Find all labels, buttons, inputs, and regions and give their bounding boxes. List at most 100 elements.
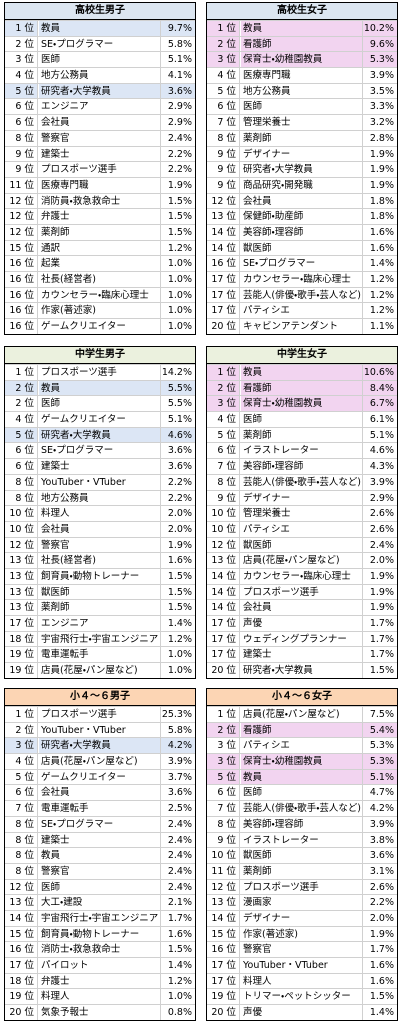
name-cell: 医療専門職 bbox=[241, 68, 363, 83]
table-row: 9 位商品研究・開発職 1.9% bbox=[207, 176, 397, 193]
name-cell: 教員 bbox=[241, 769, 363, 785]
name-text: YouTuber・VTuber bbox=[41, 724, 126, 736]
name-cell: パイロット bbox=[39, 958, 161, 973]
table-row: 17 位芸能人(俳優・歌手・芸人など) 1.2% bbox=[207, 286, 397, 303]
table-row: 16 位カウンセラー・臨床心理士 1.0% bbox=[5, 286, 195, 303]
percent-cell: 1.5% bbox=[160, 568, 195, 584]
name-cell: イラストレーター bbox=[241, 443, 363, 458]
percent-cell: 2.1% bbox=[160, 895, 195, 910]
name-cell: 獣医師 bbox=[241, 538, 363, 553]
rank-cell: 8 位 bbox=[5, 130, 38, 146]
name-cell: 教員 bbox=[241, 21, 363, 36]
name-text: 料理人 bbox=[41, 508, 70, 520]
name-text: 教員 bbox=[243, 23, 263, 34]
table-row: 15 位飼育員・動物トレーナー 1.6% bbox=[5, 925, 195, 942]
percent-cell: 2.8% bbox=[362, 130, 397, 146]
percent-cell: 1.5% bbox=[160, 942, 195, 957]
percent-cell: 10.2% bbox=[362, 21, 397, 36]
table-row: 13 位薬剤師 1.5% bbox=[5, 599, 195, 615]
rank-cell: 16 位 bbox=[5, 287, 38, 303]
table-row: 17 位パイロット 1.4% bbox=[5, 957, 195, 973]
name-cell: 会社員 bbox=[39, 785, 161, 800]
name-cell: 芸能人(俳優・歌手・芸人など) bbox=[241, 288, 363, 303]
rank-cell: 3 位 bbox=[207, 396, 240, 412]
table-row: 2 位看護師 8.4% bbox=[207, 379, 397, 396]
name-cell: SE・プログラマー bbox=[39, 443, 161, 458]
name-text: 管理栄養士 bbox=[243, 508, 291, 520]
name-text: デザイナー bbox=[243, 148, 291, 160]
name-cell: ゲームクリエイター bbox=[39, 770, 161, 785]
percent-cell: 4.6% bbox=[160, 427, 195, 443]
name-text: 地方公務員 bbox=[41, 492, 89, 504]
table-row: 7 位管理栄養士 3.2% bbox=[207, 114, 397, 130]
name-text: 会社員 bbox=[243, 602, 272, 614]
name-cell: 薬剤師 bbox=[39, 225, 161, 240]
name-cell: YouTuber・VTuber bbox=[39, 723, 161, 738]
rank-cell: 2 位 bbox=[5, 380, 38, 396]
table-row: 17 位パティシエ 1.2% bbox=[207, 302, 397, 319]
table-row: 5 位教員 5.1% bbox=[207, 768, 397, 785]
name-cell: 看護師 bbox=[241, 36, 363, 52]
name-text: エンジニア bbox=[41, 618, 89, 629]
name-cell: 通訳 bbox=[39, 241, 161, 256]
name-text: 薬剤師 bbox=[243, 865, 272, 877]
table-row: 12 位プロスポーツ選手 2.6% bbox=[207, 878, 397, 895]
table-row: 2 位 YouTuber・VTuber 5.8% bbox=[5, 721, 195, 738]
name-text: SE・プログラマー bbox=[41, 818, 114, 830]
table-row: 10 位獣医師 3.6% bbox=[207, 847, 397, 863]
percent-cell: 5.3% bbox=[362, 738, 397, 754]
rank-cell: 6 位 bbox=[207, 99, 240, 115]
table-row: 19 位トリマー・ペットシッター 1.5% bbox=[207, 988, 397, 1005]
name-text: 気象予報士 bbox=[41, 1007, 89, 1019]
name-text: 教員 bbox=[243, 367, 263, 378]
name-text: 教員 bbox=[41, 850, 61, 862]
rank-cell: 1 位 bbox=[207, 365, 240, 380]
table-row: 14 位会社員 1.9% bbox=[207, 599, 397, 615]
percent-cell: 3.8% bbox=[362, 832, 397, 848]
rank-cell: 8 位 bbox=[5, 474, 38, 490]
name-cell: 薬剤師 bbox=[241, 428, 363, 443]
percent-cell: 6.7% bbox=[362, 396, 397, 412]
table-row: 8 位芸能人(俳優・歌手・芸人など) 3.9% bbox=[207, 473, 397, 490]
name-cell: 医療専門職 bbox=[39, 178, 161, 193]
percent-cell: 1.2% bbox=[160, 973, 195, 989]
table-row: 9 位プロスポーツ選手 2.2% bbox=[5, 161, 195, 177]
percent-cell: 2.6% bbox=[362, 879, 397, 895]
name-cell: 医師 bbox=[39, 52, 161, 67]
rank-cell: 8 位 bbox=[5, 863, 38, 879]
table-row: 13 位保健師・助産師 1.8% bbox=[207, 208, 397, 224]
name-cell: 看護師 bbox=[241, 722, 363, 738]
percent-cell: 1.5% bbox=[160, 209, 195, 224]
percent-cell: 3.6% bbox=[160, 443, 195, 459]
rank-cell: 4 位 bbox=[207, 412, 240, 427]
name-cell: 獣医師 bbox=[39, 585, 161, 600]
name-cell: 飼育員・動物トレーナー bbox=[39, 927, 161, 942]
rank-cell: 8 位 bbox=[5, 816, 38, 832]
name-text: 芸能人(俳優・歌手・芸人など) bbox=[243, 289, 361, 301]
percent-cell: 1.6% bbox=[160, 926, 195, 942]
name-text: 宇宙飛行士・宇宙エンジニア bbox=[41, 912, 159, 924]
rank-cell: 2 位 bbox=[207, 380, 240, 396]
name-text: プロスポーツ選手 bbox=[243, 586, 319, 598]
name-text: SE・プログラマー bbox=[243, 258, 316, 270]
table-row: 7 位電車運転手 2.5% bbox=[5, 800, 195, 816]
name-cell: 商品研究・開発職 bbox=[241, 178, 363, 193]
name-text: 会社員 bbox=[41, 117, 70, 129]
table-row: 6 位会社員 2.9% bbox=[5, 114, 195, 130]
name-text: 看護師 bbox=[243, 724, 272, 736]
name-text: 起業 bbox=[41, 258, 61, 270]
name-text: 消防士・救急救命士 bbox=[41, 944, 121, 956]
rank-cell: 1 位 bbox=[5, 21, 38, 36]
percent-cell: 1.7% bbox=[362, 631, 397, 647]
rank-cell: 12 位 bbox=[5, 879, 38, 895]
percent-cell: 1.6% bbox=[362, 973, 397, 989]
table-row: 3 位保育士・幼稚園教員 6.7% bbox=[207, 395, 397, 412]
name-cell: 保育士・幼稚園教員 bbox=[241, 754, 363, 769]
percent-cell: 10.6% bbox=[362, 365, 397, 380]
rank-cell: 6 位 bbox=[5, 459, 38, 474]
rank-cell: 12 位 bbox=[5, 209, 38, 224]
percent-cell: 1.8% bbox=[362, 209, 397, 224]
percent-cell: 1.2% bbox=[362, 303, 397, 319]
table-row: 1 位プロスポーツ選手 25.3% bbox=[5, 706, 195, 722]
rank-cell: 12 位 bbox=[5, 193, 38, 209]
